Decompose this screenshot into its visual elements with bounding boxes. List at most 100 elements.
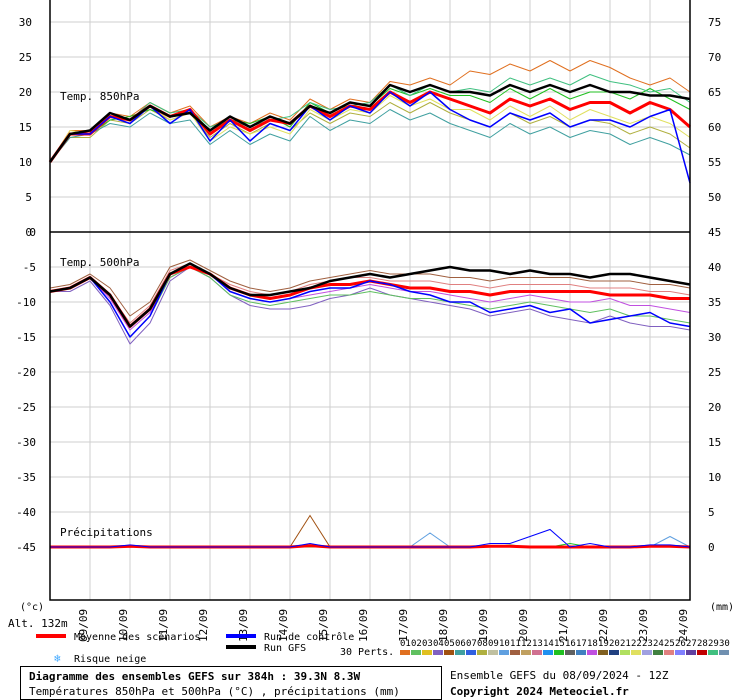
pert-code-label: 16 [565, 639, 576, 649]
pert-code-label: 19 [598, 639, 609, 649]
y-tick-label-right: 70 [708, 51, 721, 64]
y-tick-label-right: 25 [708, 366, 721, 379]
y-tick-label-right: 40 [708, 261, 721, 274]
y-tick-label-right: 55 [708, 156, 721, 169]
pert-color-swatch [411, 650, 421, 655]
series-line [49, 263, 691, 324]
pert-color-swatch [532, 650, 542, 655]
pert-code-label: 24 [653, 639, 664, 649]
legend-control-label: Run de contrôle [264, 631, 354, 643]
pert-color-swatch [543, 650, 553, 655]
y-tick-label-right: 50 [708, 191, 721, 204]
precip-line [50, 528, 691, 548]
pert-color-swatch [466, 650, 476, 655]
y-tick-label-right: 45 [708, 226, 721, 239]
date-label: 13/09 [237, 609, 250, 642]
y-tick-label-right: 65 [708, 86, 721, 99]
y-tick-label-left: 0 [25, 226, 32, 239]
pert-code-label: 18 [587, 639, 598, 649]
y-tick-label-left: -10 [16, 296, 36, 309]
chart-subtitle: Températures 850hPa et 500hPa (°C) , pré… [29, 685, 400, 698]
y-tick-label-left: -40 [16, 506, 36, 519]
y-tick-label-right: 20 [708, 401, 721, 414]
date-label: 23/09 [637, 609, 650, 642]
chart-frame [49, 0, 691, 601]
y-tick-label-right: 5 [708, 506, 715, 519]
pert-color-swatch [686, 650, 696, 655]
pert-code-label: 12 [521, 639, 532, 649]
series-line [49, 262, 691, 328]
pert-color-swatch [554, 650, 564, 655]
y-tick-label-left: 10 [19, 156, 32, 169]
y-tick-label-left: -25 [16, 401, 36, 414]
ensemble-info: Ensemble GEFS du 08/09/2024 - 12Z [450, 669, 669, 682]
y-tick-label-right: 10 [708, 471, 721, 484]
date-label: 18/09 [437, 609, 450, 642]
pert-color-swatch [488, 650, 498, 655]
pert-code-label: 25 [664, 639, 675, 649]
pert-code-label: 13 [532, 639, 543, 649]
date-label: 11/09 [157, 609, 170, 642]
date-label: 22/09 [597, 609, 610, 642]
legend-mean-label: Moyenne des scénarios [74, 631, 200, 643]
footer-title-box: Diagramme des ensembles GEFS sur 384h : … [20, 666, 442, 700]
pert-color-swatch [719, 650, 729, 655]
y-tick-label-left: 5 [25, 191, 32, 204]
date-label: 10/09 [117, 609, 130, 642]
y-tick-label-left: -35 [16, 471, 36, 484]
pert-color-swatch [433, 650, 443, 655]
pert-color-swatch [631, 650, 641, 655]
series-line [48, 83, 691, 163]
series-line [50, 266, 691, 345]
pert-color-swatch [444, 650, 454, 655]
pert-color-swatch [455, 650, 465, 655]
date-label: 12/09 [197, 609, 210, 642]
pert-color-swatch [587, 650, 597, 655]
pert-color-swatch [400, 650, 410, 655]
pert-code-label: 23 [642, 639, 653, 649]
series-line [49, 74, 691, 163]
y-tick-label-right: 15 [708, 436, 721, 449]
pert-color-swatch [609, 650, 619, 655]
pert-code-label: 05 [444, 639, 455, 649]
pert-code-label: 26 [675, 639, 686, 649]
date-label: 20/09 [517, 609, 530, 642]
plot-frame [49, 0, 691, 601]
date-label: 17/09 [397, 609, 410, 642]
pert-code-label: 21 [620, 639, 631, 649]
panel-title-500: Temp. 500hPa [60, 256, 139, 269]
pert-code-label: 02 [411, 639, 422, 649]
pert-code-label: 09 [488, 639, 499, 649]
y-tick-label-right: 0 [708, 541, 715, 554]
pert-color-swatch [620, 650, 630, 655]
pert-color-swatch [499, 650, 509, 655]
pert-color-swatch [565, 650, 575, 655]
pert-code-label: 08 [477, 639, 488, 649]
pert-code-label: 10 [499, 639, 510, 649]
series-line [49, 109, 691, 163]
pert-code-label: 04 [433, 639, 444, 649]
pert-code-label: 29 [708, 639, 719, 649]
date-label: 24/09 [677, 609, 690, 642]
date-label: 21/09 [557, 609, 570, 642]
pert-color-swatch [642, 650, 652, 655]
pert-code-label: 20 [609, 639, 620, 649]
y-tick-label-left: 20 [19, 86, 32, 99]
legend-perts-label: 30 Perts. [340, 647, 394, 658]
pert-code-label: 28 [697, 639, 708, 649]
pert-code-label: 06 [455, 639, 466, 649]
pert-color-swatch [477, 650, 487, 655]
chart-series [48, 60, 691, 549]
series-line [49, 259, 691, 317]
y-tick-label-left: -45 [16, 541, 36, 554]
copyright: Copyright 2024 Meteociel.fr [450, 685, 629, 698]
date-label: 15/09 [317, 609, 330, 642]
pert-color-swatch [708, 650, 718, 655]
chart-labels: 0510152025305055606570750-5-10-15-20-25-… [8, 16, 734, 665]
y-tick-label-right: 60 [708, 121, 721, 134]
panel-title-850: Temp. 850hPa [60, 90, 139, 103]
unit-right: (mm) [710, 602, 734, 613]
y-tick-label-left: 15 [19, 121, 32, 134]
pert-code-label: 03 [422, 639, 433, 649]
